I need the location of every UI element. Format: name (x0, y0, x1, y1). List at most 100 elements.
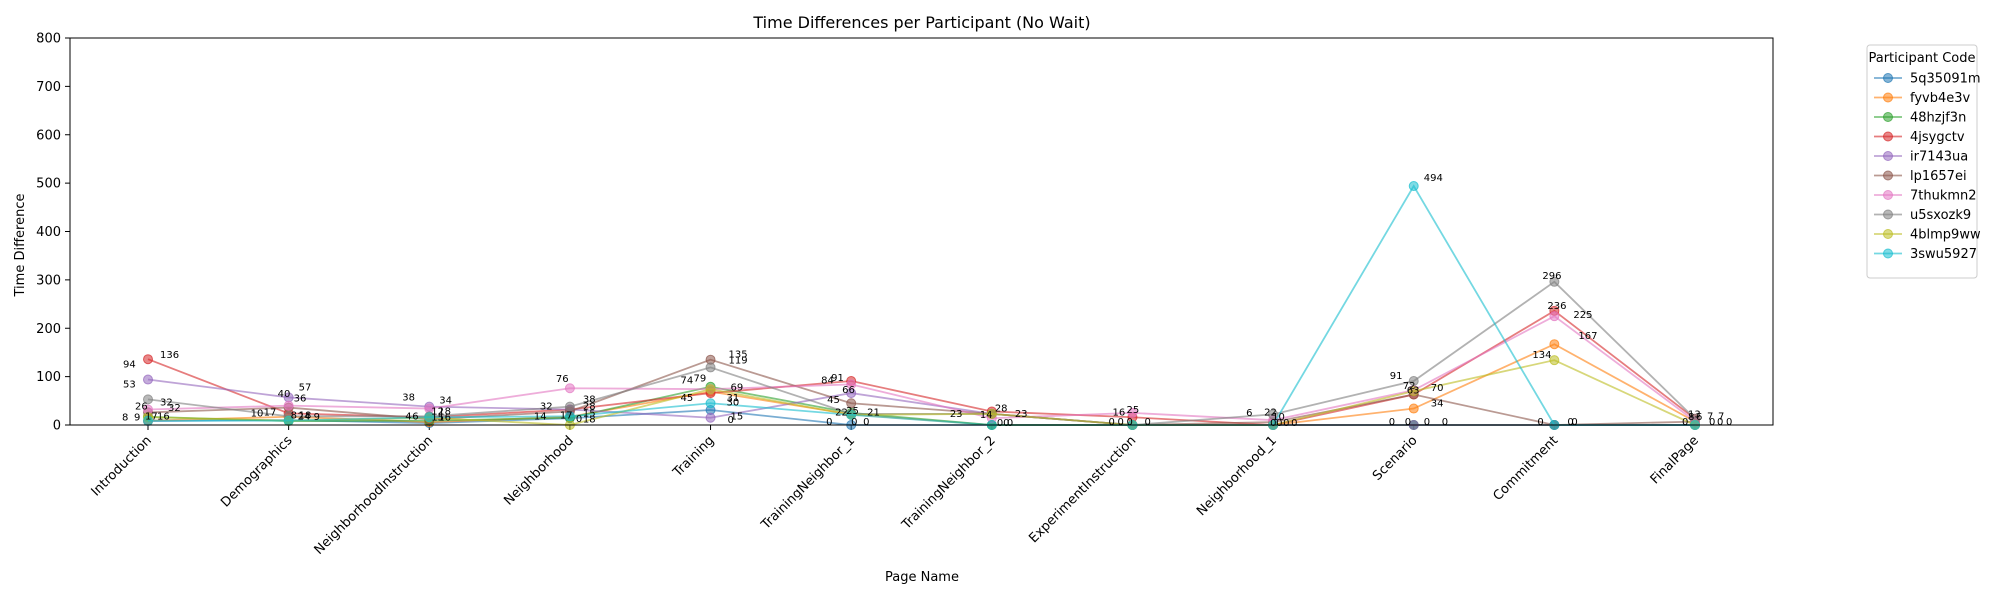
data-label: 0 (1144, 417, 1150, 428)
legend-label: 4jsygctv (1910, 130, 1965, 145)
data-label: 15 (431, 412, 444, 423)
legend-item: 5q35091m (1874, 72, 1981, 87)
data-label: 0 (728, 415, 734, 426)
data-label: 57 (299, 382, 312, 393)
y-tick-label: 500 (36, 177, 61, 192)
data-label: 10 (251, 408, 264, 419)
data-point (564, 383, 575, 394)
data-label: 15 (731, 412, 744, 423)
data-label: 45 (827, 395, 840, 406)
data-point (846, 379, 857, 390)
y-axis-label: Time Difference (13, 194, 28, 298)
data-label: 63 (1407, 386, 1420, 397)
data-label: 26 (135, 401, 148, 412)
legend-item: ir7143ua (1874, 150, 1968, 165)
data-label: 17 (145, 411, 158, 422)
series-line (147, 315, 1696, 422)
data-label: 9 (314, 412, 320, 423)
data-point (1549, 355, 1560, 366)
data-label: 17 (560, 410, 573, 421)
legend-swatch-marker (1883, 209, 1893, 220)
data-point (564, 411, 575, 422)
data-label: 40 (278, 389, 291, 400)
data-point (143, 394, 153, 405)
data-label: 14 (534, 411, 547, 422)
legend-swatch-marker (1883, 112, 1893, 122)
chart-title: Time Differences per Participant (No Wai… (752, 13, 1090, 32)
y-tick-label: 400 (36, 225, 61, 240)
data-point (1408, 181, 1419, 192)
data-label: 24 (298, 411, 311, 422)
data-label: 32 (160, 398, 173, 409)
legend-swatch-marker (1883, 248, 1893, 259)
data-label: 69 (731, 383, 744, 394)
data-point (705, 362, 716, 373)
legend-item: fyvb4e3v (1874, 91, 1971, 106)
data-label: 18 (299, 411, 312, 422)
data-point (1408, 386, 1419, 397)
data-label: 7 (1718, 412, 1724, 423)
data-label: 25 (1126, 405, 1139, 416)
data-label: 0 (1108, 417, 1114, 428)
legend-item: 4jsygctv (1874, 130, 1965, 145)
y-tick-label: 800 (36, 32, 61, 47)
data-point (1549, 311, 1560, 322)
legend: Participant Code 5q35091m fyvb4e3v 48hzjf3… (1866, 44, 1981, 279)
data-label: 13 (1688, 410, 1701, 421)
data-label: 8 (1688, 412, 1694, 423)
data-point (143, 354, 153, 365)
data-point (705, 412, 716, 423)
plot-frame (69, 37, 1774, 426)
legend-label: fyvb4e3v (1910, 91, 1971, 106)
data-label: 0 (1537, 417, 1543, 428)
data-label: 91 (831, 373, 844, 384)
data-label: 38 (583, 395, 596, 406)
legend-frame (1866, 44, 1978, 279)
data-label: 66 (842, 385, 855, 396)
legend-swatch-marker (1883, 151, 1893, 161)
data-label: 10 (1272, 412, 1285, 423)
legend-swatch-marker (1883, 170, 1893, 181)
data-label: 136 (160, 350, 179, 361)
legend-label: u5sxozk9 (1910, 208, 1971, 223)
data-label: 296 (1542, 271, 1561, 282)
data-label: 0 (1424, 417, 1430, 428)
legend-label: 5q35091m (1910, 72, 1981, 87)
data-label: 79 (694, 373, 707, 384)
legend-swatch-marker (1883, 73, 1893, 83)
data-label: 32 (540, 402, 553, 413)
data-label: 22 (835, 407, 848, 418)
data-label: 34 (1431, 399, 1444, 410)
data-label: 0 (1405, 417, 1411, 428)
data-label: 0 (863, 417, 869, 428)
legend-item: u5sxozk9 (1874, 208, 1971, 223)
data-label: 91 (1390, 371, 1403, 382)
data-point (283, 400, 294, 411)
data-label: 134 (1532, 350, 1551, 361)
y-tick-label: 0 (53, 419, 61, 434)
data-label: 53 (123, 379, 136, 390)
data-label: 34 (439, 396, 452, 407)
data-label: 6 (1246, 408, 1252, 419)
data-label: 31 (727, 393, 740, 404)
data-label: 167 (1578, 331, 1597, 342)
data-label: 21 (867, 407, 880, 418)
data-label: 36 (294, 393, 307, 404)
data-label: 0 (1571, 417, 1577, 428)
data-label: 0 (1567, 417, 1573, 428)
data-point (1549, 276, 1560, 287)
data-point (143, 374, 153, 385)
data-label: 0 (1283, 418, 1289, 429)
data-label: 25 (846, 406, 859, 417)
data-label: 16 (1112, 407, 1125, 418)
data-label: 45 (681, 393, 694, 404)
data-label: 0 (1726, 417, 1732, 428)
data-label: 18 (583, 414, 596, 425)
data-label: 0 (1717, 417, 1723, 428)
data-label: 7 (1707, 412, 1713, 423)
legend-label: lp1657ei (1910, 169, 1967, 184)
data-label: 0 (1709, 417, 1715, 428)
data-label: 225 (1573, 310, 1592, 321)
